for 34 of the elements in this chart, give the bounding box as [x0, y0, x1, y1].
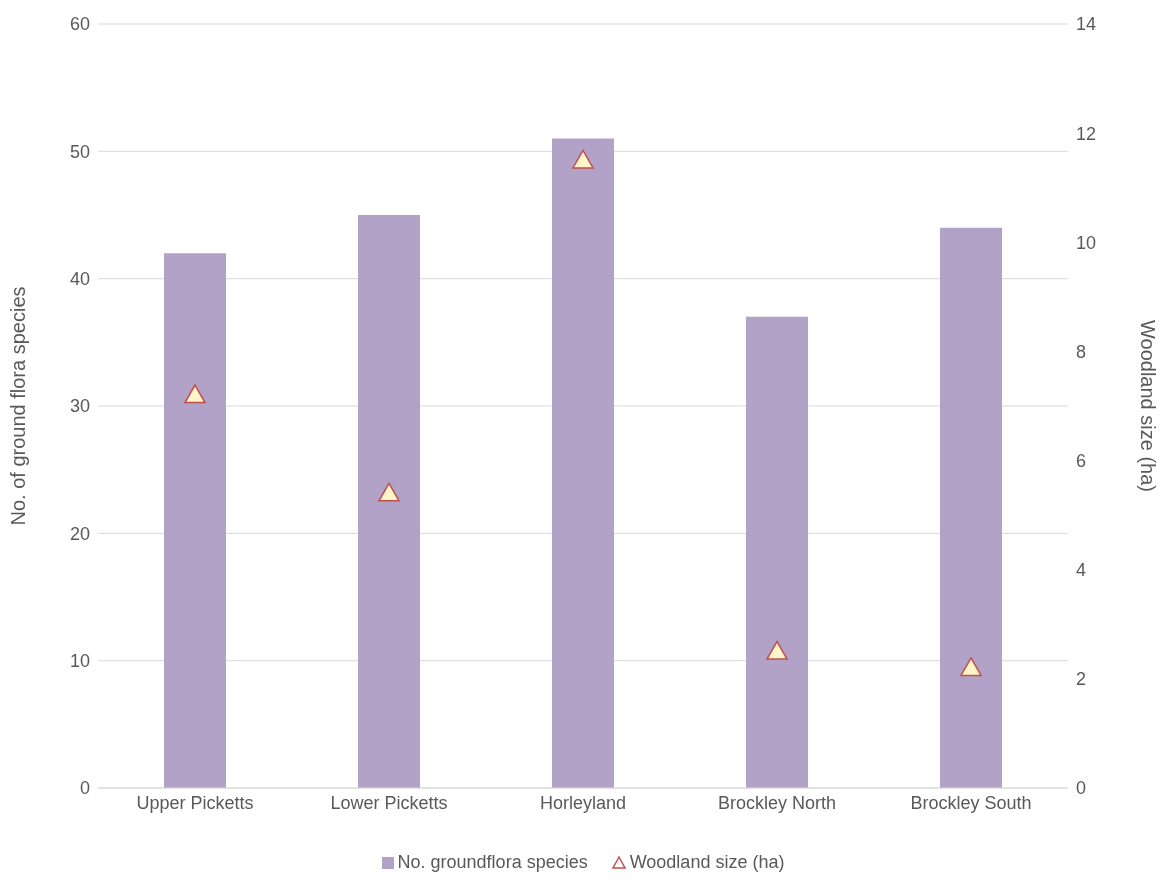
x-tick-label: Upper Picketts: [136, 792, 254, 813]
y2-axis-title: Woodland size (ha): [1136, 320, 1159, 492]
bar: [940, 227, 1002, 788]
y-axis-title: No. of ground flora species: [7, 286, 30, 526]
y2-tick-label: 8: [1076, 341, 1087, 362]
y-tick-label: 40: [69, 269, 90, 290]
x-tick-label: Horleyland: [539, 792, 627, 813]
legend-label: Woodland size (ha): [628, 852, 785, 873]
y2-tick-label: 14: [1076, 14, 1097, 35]
y-tick-label: 0: [79, 778, 90, 799]
bar: [358, 215, 420, 788]
x-tick-label: Brockley North: [717, 792, 837, 813]
y2-tick-label: 10: [1076, 232, 1097, 253]
legend-label: No. groundflora species: [396, 852, 588, 873]
y-tick-label: 50: [69, 141, 90, 162]
y2-tick-label: 2: [1076, 669, 1087, 690]
point: [184, 384, 206, 404]
point: [766, 640, 788, 660]
y-tick-label: 30: [69, 396, 90, 417]
x-tick-label: Brockley South: [910, 792, 1032, 813]
point: [572, 149, 594, 169]
y2-tick-label: 12: [1076, 123, 1097, 144]
y2-tick-label: 4: [1076, 560, 1087, 581]
bar: [552, 138, 614, 788]
bar: [164, 253, 226, 788]
y2-tick-label: 0: [1076, 778, 1087, 799]
y-tick-label: 60: [69, 14, 90, 35]
y2-tick-label: 6: [1076, 450, 1087, 471]
point: [378, 482, 400, 502]
x-tick-label: Lower Picketts: [330, 792, 448, 813]
bar: [746, 316, 808, 788]
point: [960, 657, 982, 677]
y-tick-label: 10: [69, 651, 90, 672]
y-tick-label: 20: [69, 523, 90, 544]
